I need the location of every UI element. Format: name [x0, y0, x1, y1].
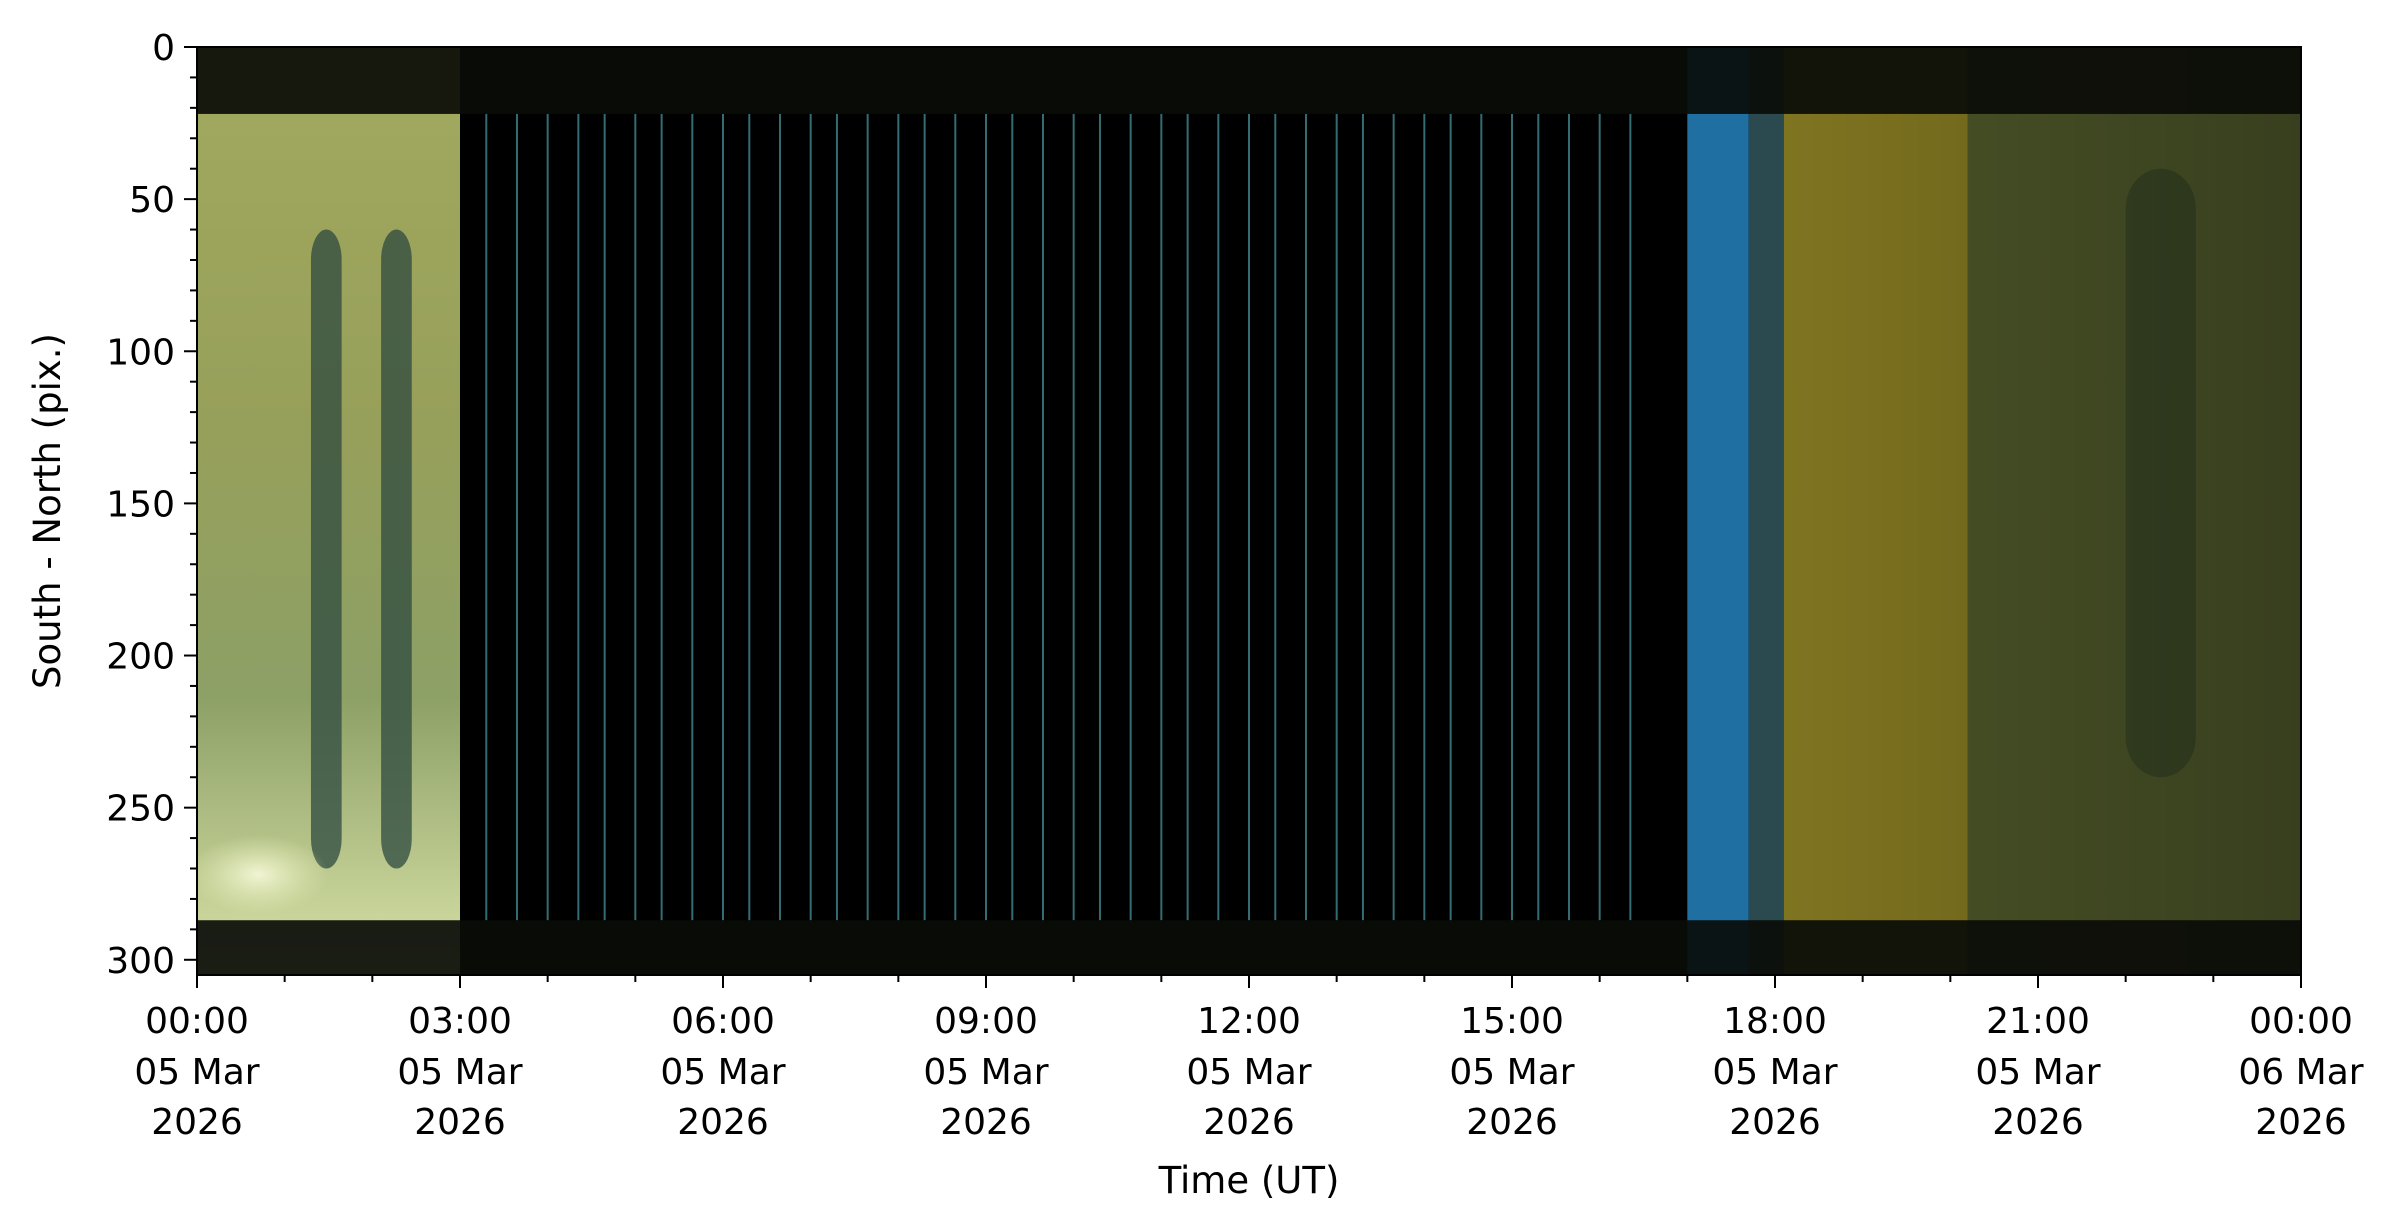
x-tick-label: 09:00	[934, 1001, 1038, 1042]
x-tick-label: 05 Mar	[923, 1052, 1048, 1093]
x-tick-label: 05 Mar	[660, 1052, 785, 1093]
y-tick-label: 300	[106, 941, 175, 982]
x-tick-label: 21:00	[1986, 1001, 2090, 1042]
x-tick-label: 2026	[1466, 1102, 1558, 1143]
x-axis-label: Time (UT)	[1158, 1159, 1340, 1202]
y-tick-label: 50	[129, 180, 175, 221]
bright-glow	[188, 834, 329, 915]
x-tick-label: 2026	[1992, 1102, 2084, 1143]
x-tick-label: 05 Mar	[1449, 1052, 1574, 1093]
plot-frame	[196, 46, 2302, 976]
x-tick-label: 00:00	[2249, 1001, 2353, 1042]
x-tick-label: 05 Mar	[1712, 1052, 1837, 1093]
y-tick-label: 150	[106, 484, 175, 525]
x-tick-label: 06 Mar	[2238, 1052, 2363, 1093]
y-tick-label: 200	[106, 637, 175, 678]
x-tick-label: 2026	[1203, 1102, 1295, 1143]
y-axis-label: South - North (pix.)	[26, 333, 69, 689]
dark-streak	[381, 229, 412, 869]
dark-streak	[310, 229, 342, 869]
plot-area	[188, 47, 2301, 975]
y-tick-label: 250	[106, 789, 175, 830]
x-tick-label: 12:00	[1197, 1001, 1301, 1042]
y-tick-label: 100	[106, 332, 175, 373]
y-tick-label: 0	[152, 28, 175, 69]
x-tick-label: 05 Mar	[1975, 1052, 2100, 1093]
x-tick-label: 00:00	[145, 1001, 249, 1042]
x-tick-label: 05 Mar	[134, 1052, 259, 1093]
x-tick-label: 2026	[1729, 1102, 1821, 1143]
x-tick-label: 03:00	[408, 1001, 512, 1042]
x-tick-label: 05 Mar	[397, 1052, 522, 1093]
x-tick-label: 2026	[151, 1102, 243, 1143]
x-axis: 00:00 05 Mar 2026 03:00 05 Mar 2026 06:00 05 Ma…	[134, 975, 2364, 1143]
x-tick-label: 18:00	[1723, 1001, 1827, 1042]
y-axis: 0 50 100 150 200 250 300	[106, 28, 197, 982]
dark-band	[197, 920, 2301, 975]
shade-overlay	[1783, 47, 2301, 975]
x-tick-label: 05 Mar	[1186, 1052, 1311, 1093]
x-tick-label: 15:00	[1460, 1001, 1564, 1042]
data-segment	[1687, 47, 1749, 975]
x-tick-label: 2026	[2255, 1102, 2347, 1143]
x-tick-label: 2026	[414, 1102, 506, 1143]
x-tick-label: 06:00	[671, 1001, 775, 1042]
data-segment	[1748, 47, 1784, 975]
dark-band	[197, 47, 2301, 114]
x-tick-label: 2026	[677, 1102, 769, 1143]
x-tick-label: 2026	[940, 1102, 1032, 1143]
